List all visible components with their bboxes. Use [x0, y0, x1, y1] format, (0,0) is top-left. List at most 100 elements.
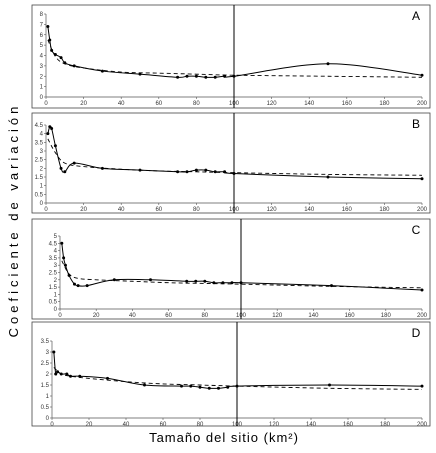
data-point [72, 161, 76, 165]
y-tick-label: 3 [40, 64, 44, 70]
trend-line [47, 39, 423, 78]
data-point [420, 73, 424, 77]
panel-frame [31, 112, 431, 214]
data-point [194, 279, 198, 283]
y-tick-label: 7 [40, 22, 44, 28]
x-tick-label: 60 [155, 207, 162, 213]
x-tick-label: 180 [381, 313, 392, 319]
panel-b: 02040608010012014016018020000.511.522.53… [31, 112, 431, 214]
x-tick-label: 80 [197, 422, 204, 428]
x-tick-label: 20 [80, 101, 87, 107]
x-tick-label: 40 [118, 207, 125, 213]
panels: 020406080100120140160180200012345678A020… [31, 4, 431, 428]
y-tick-label: 0 [40, 95, 44, 101]
x-axis-label: Tamaño del sitio (km²) [149, 430, 299, 445]
y-tick-label: 4 [40, 54, 44, 60]
trend-line [61, 260, 423, 289]
data-point [180, 384, 183, 388]
panel-label: B [412, 117, 420, 131]
x-tick-label: 80 [193, 101, 200, 107]
data-point [198, 385, 202, 389]
panel-a: 020406080100120140160180200012345678A [31, 4, 431, 109]
data-point [204, 168, 208, 172]
data-point [65, 372, 69, 376]
data-point [420, 177, 424, 181]
data-point [69, 374, 72, 378]
y-tick-label: 0.5 [41, 405, 50, 411]
x-tick-label: 20 [86, 422, 93, 428]
x-tick-label: 180 [379, 101, 390, 107]
x-tick-label: 20 [93, 313, 100, 319]
y-tick-label: 0 [46, 416, 50, 422]
x-tick-label: 140 [306, 422, 317, 428]
data-point [52, 350, 56, 354]
x-tick-label: 120 [269, 422, 280, 428]
x-tick-label: 160 [342, 207, 353, 213]
data-point [420, 288, 424, 292]
data-point [63, 170, 67, 174]
x-tick-label: 120 [267, 101, 278, 107]
y-tick-label: 4 [40, 132, 44, 138]
data-point [230, 281, 234, 285]
x-tick-label: 0 [50, 422, 54, 428]
y-tick-label: 1 [54, 292, 58, 298]
y-tick-label: 2.5 [35, 158, 44, 164]
data-point [72, 64, 76, 68]
y-tick-label: 2 [40, 166, 44, 172]
data-point [100, 69, 104, 73]
y-tick-label: 3.5 [49, 256, 58, 262]
data-point [149, 278, 152, 282]
y-tick-label: 3 [46, 350, 50, 356]
x-tick-label: 80 [193, 207, 200, 213]
data-point [143, 383, 146, 387]
x-tick-label: 200 [417, 207, 428, 213]
panel-label: D [412, 326, 421, 340]
data-point [60, 241, 64, 245]
y-tick-label: 3 [54, 263, 58, 269]
x-tick-label: 160 [343, 422, 354, 428]
data-point [112, 278, 116, 282]
data-point [326, 175, 330, 179]
data-point [63, 263, 67, 267]
y-tick-label: 1 [40, 184, 44, 190]
x-tick-label: 60 [165, 313, 172, 319]
data-point [72, 282, 76, 286]
x-tick-label: 160 [342, 101, 353, 107]
data-point [176, 75, 180, 79]
data-point [330, 284, 333, 288]
y-tick-label: 1 [46, 394, 50, 400]
x-tick-label: 40 [118, 101, 125, 107]
y-tick-label: 0.5 [49, 300, 58, 306]
x-tick-label: 20 [80, 207, 87, 213]
x-tick-label: 120 [267, 207, 278, 213]
panel-frame [31, 4, 431, 109]
y-tick-label: 2 [54, 278, 58, 284]
y-tick-label: 1.5 [41, 383, 50, 389]
x-tick-label: 140 [304, 101, 315, 107]
y-tick-label: 4.5 [35, 123, 44, 129]
y-tick-label: 4.5 [49, 241, 58, 247]
panel-c: 02040608010012014016018020000.511.522.53… [31, 218, 431, 320]
data-point [48, 38, 52, 42]
y-tick-label: 5 [54, 234, 58, 240]
x-tick-label: 180 [380, 422, 391, 428]
data-point [106, 376, 109, 380]
x-tick-label: 120 [272, 313, 283, 319]
y-axis-label: Coeficiente de variación [6, 103, 21, 338]
y-tick-label: 1.5 [35, 175, 44, 181]
data-point [194, 168, 198, 172]
y-tick-label: 0.5 [35, 192, 44, 198]
data-point [213, 75, 217, 79]
x-tick-label: 60 [160, 422, 167, 428]
data-point [50, 126, 54, 130]
data-point [328, 383, 331, 387]
data-point [46, 24, 50, 28]
y-tick-label: 3.5 [41, 339, 50, 345]
data-point [189, 384, 193, 388]
x-tick-label: 200 [417, 422, 428, 428]
x-tick-label: 200 [417, 313, 428, 319]
data-point [185, 74, 189, 78]
x-tick-label: 0 [44, 207, 48, 213]
data-point [207, 386, 211, 390]
